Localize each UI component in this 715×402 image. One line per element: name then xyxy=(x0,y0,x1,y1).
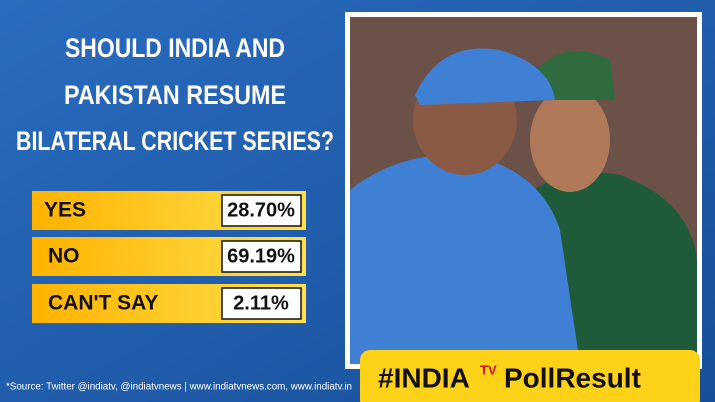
option-row: NO 69.19% xyxy=(32,237,306,276)
option-row: CAN'T SAY 2.11% xyxy=(32,284,306,323)
title-line: PAKISTAN RESUME xyxy=(64,80,286,110)
title-line: BILATERAL CRICKET SERIES? xyxy=(16,126,334,156)
badge: #INDIA TV PollResult xyxy=(360,350,700,402)
option-label: CAN'T SAY xyxy=(48,292,158,315)
badge-tag: PollResult xyxy=(504,362,641,393)
option-result: 28.70% xyxy=(227,199,295,221)
badge-hashtag: #INDIA xyxy=(378,362,470,393)
option-result: 69.19% xyxy=(227,245,295,267)
badge-brand: TV xyxy=(480,362,497,377)
face xyxy=(530,88,610,192)
option-label: YES xyxy=(44,199,86,222)
result-box xyxy=(221,287,302,320)
option-row: YES 28.70% xyxy=(32,191,306,230)
badge-box xyxy=(360,350,700,402)
blue-cap xyxy=(415,48,555,105)
blue-jersey xyxy=(350,154,580,364)
result-box xyxy=(221,240,302,273)
result-box xyxy=(221,194,302,227)
photo xyxy=(345,12,702,369)
option-result: 2.11% xyxy=(233,292,289,314)
option-label: NO xyxy=(48,245,80,268)
title-line: SHOULD INDIA AND xyxy=(65,33,285,63)
source-note: *Source: Twitter @indiatv, @indiatvnews … xyxy=(6,382,352,393)
